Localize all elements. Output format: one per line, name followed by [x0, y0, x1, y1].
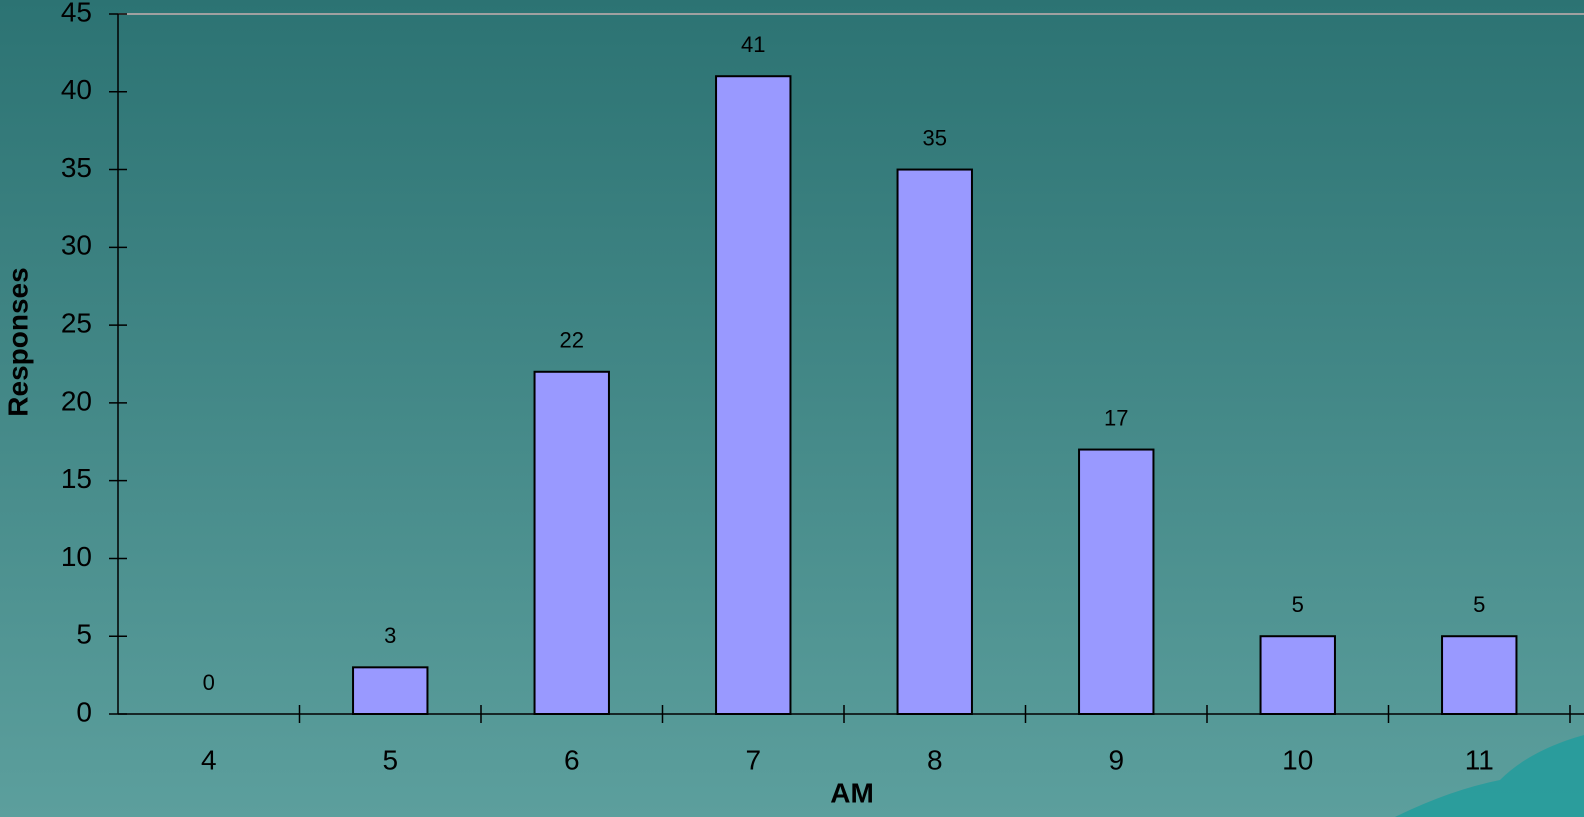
y-tick-label: 0: [76, 696, 92, 727]
bar: [1441, 635, 1518, 716]
data-label: 17: [1104, 405, 1128, 430]
x-tick-label: 11: [1465, 744, 1494, 775]
data-label: 0: [203, 670, 215, 695]
x-tick-label: 8: [927, 744, 943, 775]
y-tick-label: 35: [61, 152, 92, 183]
data-label: 3: [384, 623, 396, 648]
bar: [1078, 448, 1155, 715]
y-tick-label: 30: [61, 230, 92, 261]
data-label: 22: [560, 328, 584, 353]
y-tick-label: 45: [61, 0, 92, 27]
y-tick-label: 40: [61, 74, 92, 105]
x-tick-label: 4: [201, 744, 217, 775]
bar: [1259, 635, 1336, 716]
x-axis-label: AM: [830, 777, 874, 808]
y-tick-label: 20: [61, 385, 92, 416]
data-label: 35: [923, 125, 947, 150]
x-tick-label: 5: [382, 744, 398, 775]
data-label: 5: [1292, 592, 1304, 617]
x-tick-label: 9: [1108, 744, 1124, 775]
bar: [896, 168, 973, 716]
decoration: [1395, 735, 1584, 817]
data-label: 5: [1473, 592, 1485, 617]
data-label: 41: [741, 32, 765, 57]
y-tick-label: 10: [61, 541, 92, 572]
bar: [715, 75, 792, 715]
bar: [352, 666, 429, 715]
bar: [533, 370, 610, 715]
x-tick-label: 7: [745, 744, 761, 775]
x-tick-label: 10: [1282, 744, 1313, 775]
y-tick-label: 5: [76, 619, 92, 650]
y-tick-label: 25: [61, 308, 92, 339]
y-axis-label: Responses: [2, 267, 33, 416]
x-tick-label: 6: [564, 744, 580, 775]
y-tick-label: 15: [61, 463, 92, 494]
